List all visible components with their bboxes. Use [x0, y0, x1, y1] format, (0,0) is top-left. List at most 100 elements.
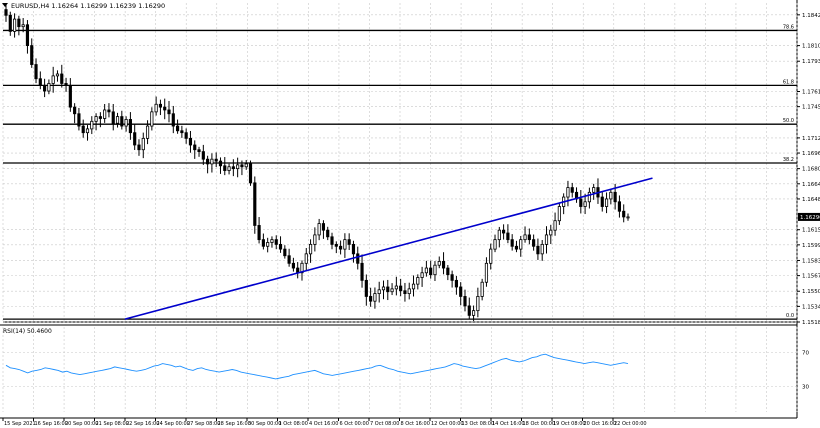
candle-body — [566, 187, 570, 198]
time-tick-label: 22 Oct 00:00 — [614, 421, 647, 427]
candle — [557, 203, 561, 225]
candle-body — [210, 158, 214, 165]
candle-body — [544, 234, 549, 245]
candle — [158, 99, 163, 116]
candle — [553, 212, 557, 236]
candle — [373, 287, 377, 309]
candle-body — [604, 198, 609, 207]
triangle-down-icon[interactable] — [2, 3, 8, 7]
candle-body — [150, 111, 154, 127]
candle-body — [227, 166, 231, 171]
fib-level-label: 50.0 — [783, 118, 794, 124]
candle-body — [60, 73, 64, 84]
candle-body — [493, 239, 497, 250]
candle — [98, 112, 102, 128]
candle-body — [214, 158, 218, 162]
price-tick-label: 1.16640 — [802, 182, 820, 188]
candle-body — [339, 245, 343, 250]
time-tick-label: 4 Oct 16:00 — [309, 421, 338, 427]
candle-body — [90, 120, 94, 130]
candle — [73, 103, 77, 124]
rsi-panel: 70 30 — [3, 351, 809, 391]
candle-body — [193, 144, 197, 151]
candle — [291, 257, 295, 272]
candle-body — [502, 229, 506, 234]
candle — [420, 266, 424, 287]
price-tick-label: 1.18425 — [802, 13, 820, 19]
candle-body — [107, 109, 111, 113]
candle-body — [622, 210, 626, 218]
candle-body — [145, 125, 150, 139]
candle-body — [21, 24, 25, 28]
candle-body — [497, 229, 501, 241]
candle-body — [120, 116, 124, 127]
trendline-group[interactable] — [124, 177, 653, 320]
candle — [351, 240, 356, 263]
candle-body — [274, 239, 278, 245]
candle — [510, 234, 514, 251]
candle — [107, 103, 111, 118]
candle-body — [587, 191, 591, 203]
candle — [459, 282, 463, 306]
candle-body — [407, 288, 411, 295]
candle — [347, 233, 351, 251]
candle — [549, 224, 553, 245]
candle-body — [115, 116, 120, 124]
price-tick-label: 1.17615 — [802, 90, 820, 96]
candle — [85, 125, 90, 141]
candle-body — [171, 113, 175, 127]
candle-body — [386, 286, 390, 293]
candle-body — [111, 111, 115, 124]
candle — [369, 287, 373, 307]
candle — [137, 139, 141, 156]
candle-body — [514, 245, 519, 250]
candle — [403, 282, 407, 302]
candle — [77, 107, 81, 131]
candle — [527, 228, 531, 245]
candle — [8, 11, 12, 36]
rsi-level-label: 70 — [802, 351, 809, 357]
candle-body — [523, 234, 527, 241]
candle-body — [441, 261, 446, 269]
candle-body — [321, 223, 326, 231]
candle — [51, 66, 55, 93]
candle — [497, 226, 501, 248]
candle-body — [450, 274, 454, 281]
candle-body — [437, 261, 441, 266]
candle-body — [459, 286, 463, 297]
candle — [90, 116, 94, 135]
candle-body — [570, 187, 574, 193]
candle — [502, 224, 506, 240]
candle — [411, 275, 416, 297]
candle — [4, 3, 8, 22]
candle — [227, 163, 231, 175]
candle — [407, 282, 411, 300]
candle-body — [463, 296, 467, 307]
time-tick-label: 30 Sep 00:00 — [248, 421, 281, 427]
current-price-tag — [798, 212, 820, 221]
candle-body — [390, 288, 394, 293]
candle — [55, 70, 60, 82]
price-tick-label: 1.16965 — [802, 151, 820, 157]
symbol-info: EURUSD,H4 1.16264 1.16299 1.16239 1.1629… — [11, 2, 165, 10]
support-trendline[interactable] — [124, 177, 653, 320]
time-tick-label: 14 Oct 16:00 — [492, 421, 525, 427]
candle — [231, 159, 235, 177]
candle-body — [38, 78, 42, 86]
candle-body — [223, 165, 227, 171]
candle — [154, 96, 158, 116]
candle-body — [68, 84, 72, 108]
price-tick-label: 1.17935 — [802, 59, 820, 65]
candle-body — [613, 191, 617, 203]
candle — [330, 232, 334, 250]
candle-body — [308, 243, 313, 255]
time-tick-label: 15 Sep 2021 — [4, 421, 36, 427]
time-tick-label: 8 Oct 16:00 — [401, 421, 430, 427]
rsi-level-label: 30 — [802, 385, 809, 391]
candle — [34, 58, 38, 84]
candle-body — [583, 201, 587, 207]
fibonacci-levels[interactable]: 78.6 61.8 50.0 38.2 0.0 — [3, 24, 797, 320]
